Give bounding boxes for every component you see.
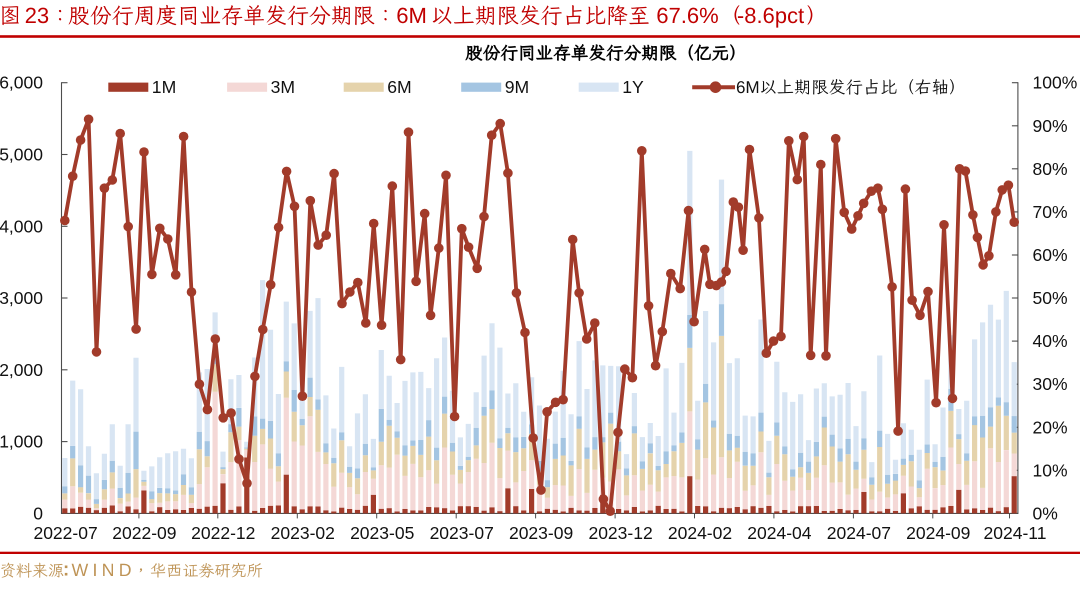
svg-text:1,000: 1,000 <box>0 432 43 452</box>
svg-text:2022-09: 2022-09 <box>112 523 176 543</box>
svg-text:2023-07: 2023-07 <box>430 523 494 543</box>
svg-text:6,000: 6,000 <box>0 73 43 93</box>
svg-text:2023-09: 2023-09 <box>509 523 573 543</box>
svg-text:70%: 70% <box>1033 202 1068 222</box>
svg-text:2022-12: 2022-12 <box>191 523 255 543</box>
svg-text:90%: 90% <box>1033 116 1068 136</box>
svg-text:30%: 30% <box>1033 374 1068 394</box>
svg-text:1M: 1M <box>152 77 176 97</box>
svg-text:2024-11: 2024-11 <box>984 523 1047 543</box>
svg-text:20%: 20% <box>1033 417 1068 437</box>
svg-text:6M: 6M <box>387 77 411 97</box>
svg-text:80%: 80% <box>1033 159 1068 179</box>
svg-text:50%: 50% <box>1033 288 1068 308</box>
svg-text:10%: 10% <box>1033 460 1068 480</box>
svg-text:2023-02: 2023-02 <box>271 523 335 543</box>
svg-text:0%: 0% <box>1033 503 1058 523</box>
svg-text:2023-12: 2023-12 <box>588 523 652 543</box>
svg-text:3M: 3M <box>271 77 295 97</box>
svg-text:2,000: 2,000 <box>0 360 43 380</box>
svg-text:40%: 40% <box>1033 331 1068 351</box>
svg-text:60%: 60% <box>1033 245 1068 265</box>
svg-text:2024-07: 2024-07 <box>827 523 891 543</box>
svg-text:1Y: 1Y <box>622 77 644 97</box>
svg-text:2023-05: 2023-05 <box>350 523 414 543</box>
svg-text:100%: 100% <box>1033 73 1078 93</box>
svg-text:3,000: 3,000 <box>0 288 43 308</box>
svg-text:0: 0 <box>33 503 43 523</box>
svg-text:9M: 9M <box>505 77 529 97</box>
svg-text:4,000: 4,000 <box>0 216 43 236</box>
svg-text:2024-04: 2024-04 <box>747 523 811 543</box>
svg-text:5,000: 5,000 <box>0 145 43 165</box>
svg-text:2022-07: 2022-07 <box>33 523 97 543</box>
svg-text:2024-09: 2024-09 <box>906 523 970 543</box>
svg-text:2024-02: 2024-02 <box>668 523 732 543</box>
